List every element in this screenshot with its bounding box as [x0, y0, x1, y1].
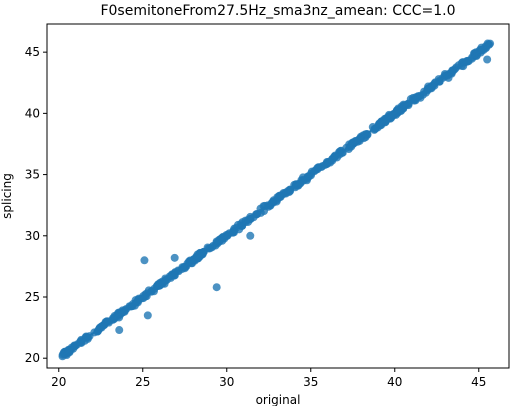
data-point [143, 311, 152, 320]
data-point [115, 326, 124, 335]
data-point [140, 256, 149, 265]
regression-line [61, 41, 493, 357]
y-tick-label: 30 [25, 229, 40, 243]
x-tick-label: 20 [51, 375, 66, 389]
y-tick-label: 25 [25, 290, 40, 304]
data-point [65, 348, 74, 357]
data-point [246, 231, 255, 240]
data-point [144, 286, 153, 295]
x-tick-label: 35 [303, 375, 318, 389]
y-tick-label: 45 [25, 45, 40, 59]
x-tick-label: 25 [135, 375, 150, 389]
x-tick-label: 45 [471, 375, 486, 389]
data-point [483, 55, 492, 64]
y-axis-label: splicing [0, 173, 14, 219]
x-axis-label: original [256, 393, 301, 406]
x-tick-label: 40 [387, 375, 402, 389]
x-axis-ticks: 20 25 30 35 40 45 [51, 368, 486, 389]
x-tick-label: 30 [219, 375, 234, 389]
y-axis-ticks: 20 25 30 35 40 45 [25, 45, 47, 365]
y-tick-label: 35 [25, 168, 40, 182]
y-tick-label: 20 [25, 351, 40, 365]
data-point [170, 253, 179, 262]
y-tick-label: 40 [25, 106, 40, 120]
chart-title: F0semitoneFrom27.5Hz_sma3nz_amean: CCC=1… [100, 3, 455, 19]
data-point [212, 283, 221, 292]
plot-area-frame [46, 23, 510, 369]
regression-line-path [61, 41, 493, 357]
